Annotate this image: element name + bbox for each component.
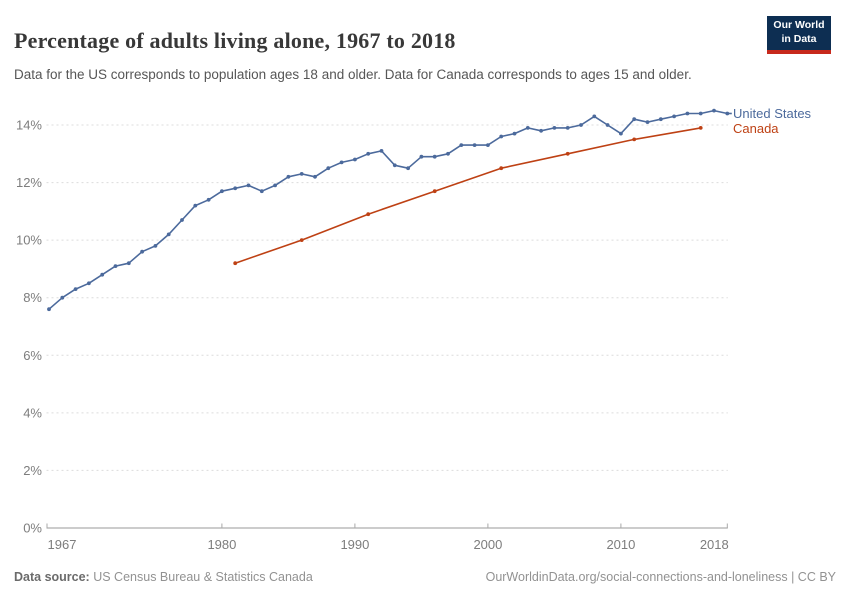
data-point[interactable] (658, 117, 663, 122)
data-point[interactable] (87, 281, 91, 286)
data-point[interactable] (246, 183, 251, 188)
data-point[interactable] (406, 166, 410, 171)
data-point[interactable] (525, 126, 530, 130)
data-point[interactable] (233, 186, 238, 191)
y-axis-label: 2% (23, 463, 42, 478)
y-axis-label: 8% (23, 290, 42, 305)
y-axis-label: 6% (23, 348, 42, 363)
data-point[interactable] (552, 126, 557, 130)
data-point[interactable] (126, 261, 131, 266)
chart-footer: Data source: US Census Bureau & Statisti… (0, 567, 850, 591)
data-point[interactable] (725, 111, 730, 116)
data-source: Data source: US Census Bureau & Statisti… (14, 570, 313, 584)
data-point[interactable] (379, 149, 384, 153)
data-point[interactable] (166, 232, 171, 237)
data-point[interactable] (446, 151, 450, 156)
data-point[interactable] (299, 238, 304, 243)
data-point[interactable] (565, 126, 570, 130)
data-point[interactable] (672, 114, 676, 119)
data-point[interactable] (619, 131, 623, 136)
y-axis-label: 0% (23, 521, 42, 536)
x-axis-label: 2018 (700, 537, 729, 552)
chart-subtitle: Data for the US corresponds to populatio… (14, 66, 692, 82)
data-point[interactable] (193, 203, 198, 208)
data-source-value: US Census Bureau & Statistics Canada (93, 570, 313, 584)
y-axis-label: 10% (16, 233, 42, 248)
data-point[interactable] (685, 111, 690, 116)
owid-logo-line2: in Data (781, 32, 817, 45)
data-point[interactable] (153, 244, 158, 248)
y-axis-label: 4% (23, 405, 42, 420)
data-point[interactable] (140, 249, 145, 254)
data-point[interactable] (206, 197, 211, 202)
data-point[interactable] (273, 183, 277, 188)
data-point[interactable] (592, 114, 597, 119)
data-point[interactable] (73, 287, 78, 291)
data-point[interactable] (472, 143, 477, 148)
data-point[interactable] (113, 264, 118, 268)
data-point[interactable] (286, 174, 291, 179)
legend-united-states[interactable]: United States (733, 106, 812, 121)
data-point[interactable] (499, 134, 504, 139)
data-series (47, 108, 732, 312)
data-point[interactable] (486, 143, 490, 148)
x-axis-label: 1967 (48, 537, 77, 552)
data-point[interactable] (565, 151, 570, 156)
x-axis-label: 2000 (473, 537, 502, 552)
data-point[interactable] (366, 212, 371, 217)
data-point[interactable] (432, 189, 437, 194)
data-point[interactable] (712, 108, 716, 113)
legend-canada[interactable]: Canada (733, 121, 779, 136)
data-point[interactable] (326, 166, 331, 171)
data-point[interactable] (632, 117, 637, 122)
gridlines (46, 124, 728, 471)
data-point[interactable] (47, 307, 51, 312)
data-point[interactable] (60, 295, 65, 300)
data-point[interactable] (605, 123, 610, 127)
data-point[interactable] (233, 261, 238, 266)
data-point[interactable] (539, 128, 543, 133)
data-point[interactable] (698, 126, 703, 130)
y-axis-label: 14% (16, 118, 42, 133)
owid-logo[interactable]: Our World in Data (767, 16, 831, 55)
united-states-line[interactable] (48, 109, 728, 310)
data-point[interactable] (645, 120, 650, 124)
data-point[interactable] (180, 218, 184, 222)
data-point[interactable] (579, 123, 583, 127)
data-point[interactable] (353, 157, 357, 162)
data-point[interactable] (632, 137, 637, 142)
data-point[interactable] (432, 154, 437, 159)
data-point[interactable] (419, 154, 424, 159)
data-source-label: Data source: (14, 570, 90, 584)
x-axis-label: 1990 (340, 537, 369, 552)
data-point[interactable] (220, 189, 224, 194)
owid-logo-line1: Our World (773, 19, 825, 31)
data-point[interactable] (698, 111, 703, 116)
canada-line[interactable] (234, 127, 701, 264)
data-point[interactable] (259, 189, 264, 194)
x-axis-label: 1980 (207, 537, 236, 552)
data-point[interactable] (512, 131, 517, 136)
y-axis-label: 12% (16, 175, 42, 190)
data-point[interactable] (459, 143, 464, 148)
attribution-link[interactable]: OurWorldinData.org/social-connections-an… (485, 570, 836, 584)
data-point[interactable] (313, 174, 317, 179)
data-point[interactable] (366, 151, 371, 156)
data-point[interactable] (299, 172, 304, 176)
data-point[interactable] (339, 160, 344, 165)
data-point[interactable] (100, 272, 105, 277)
data-point[interactable] (392, 163, 397, 168)
x-axis-label: 2010 (606, 537, 635, 552)
axes: 0% 2% 4% 6% 8% 10% 12% 14% 1967 1980 1990 2000 2010 2… (16, 118, 729, 553)
data-point[interactable] (499, 166, 504, 171)
chart-title: Percentage of adults living alone, 1967 … (14, 27, 456, 53)
